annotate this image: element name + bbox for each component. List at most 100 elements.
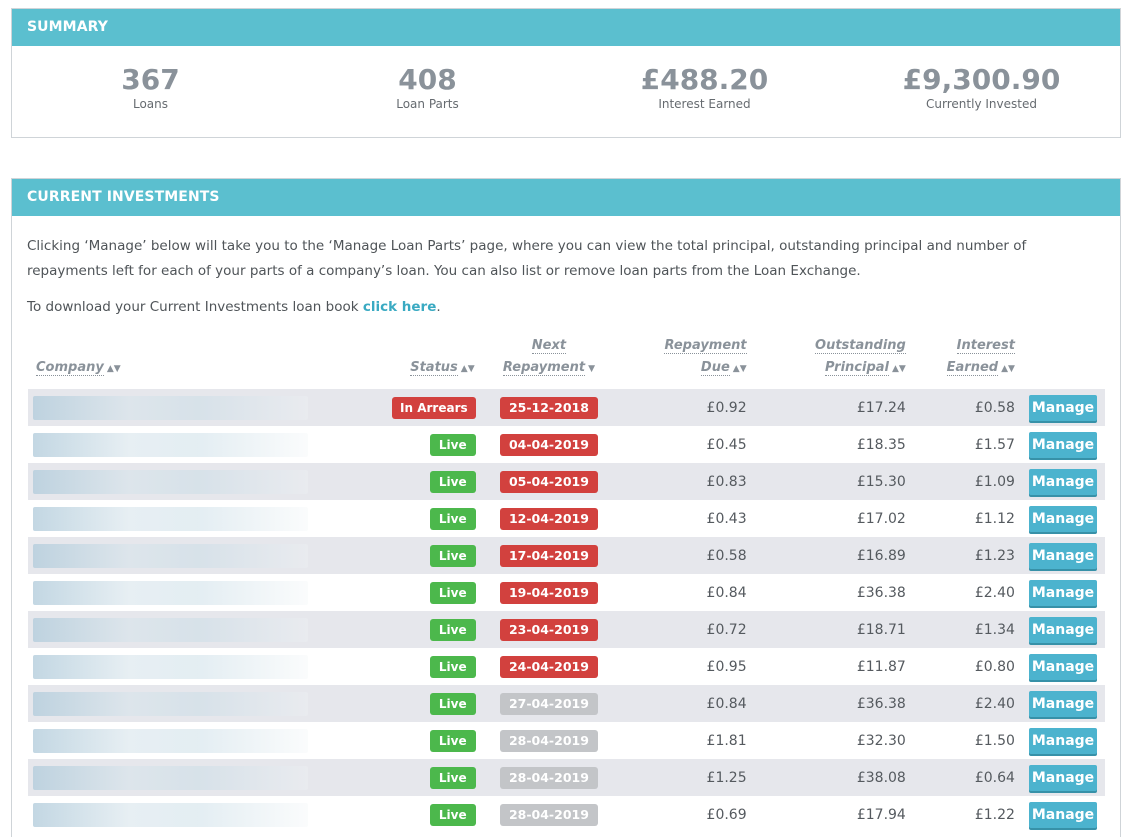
column-repayment-due[interactable]: Repayment Due ▲▼ bbox=[616, 335, 760, 389]
manage-button[interactable]: Manage bbox=[1029, 801, 1097, 828]
table-row: Live 19-04-2019 £0.84 £36.38 £2.40 Manage bbox=[28, 574, 1105, 611]
column-outstanding-principal[interactable]: Outstanding Principal ▲▼ bbox=[761, 335, 920, 389]
manage-cell: Manage bbox=[1028, 722, 1105, 759]
repayment-due-cell: £1.81 bbox=[616, 722, 761, 759]
manage-cell: Manage bbox=[1028, 463, 1105, 500]
repayment-due-cell: £0.58 bbox=[616, 537, 761, 574]
interest-earned-cell: £1.09 bbox=[919, 463, 1029, 500]
next-repayment-cell: 19-04-2019 bbox=[481, 574, 617, 611]
next-repayment-cell: 25-12-2018 bbox=[481, 389, 617, 426]
stat-interest-earned: £488.20 Interest Earned bbox=[566, 46, 843, 138]
sort-both-icon: ▲▼ bbox=[460, 364, 475, 374]
company-cell bbox=[28, 463, 311, 500]
outstanding-principal-cell: £36.38 bbox=[760, 574, 920, 611]
next-repayment-badge: 05-04-2019 bbox=[499, 470, 598, 493]
manage-button[interactable]: Manage bbox=[1029, 653, 1097, 680]
interest-earned-cell: £1.23 bbox=[919, 537, 1029, 574]
next-repayment-badge: 28-04-2019 bbox=[499, 766, 598, 789]
status-badge: Live bbox=[429, 544, 476, 567]
company-name-redacted bbox=[33, 432, 308, 457]
manage-button[interactable]: Manage bbox=[1029, 505, 1097, 532]
manage-button[interactable]: Manage bbox=[1029, 542, 1097, 569]
repayment-due-cell: £0.92 bbox=[616, 389, 761, 426]
next-repayment-badge: 19-04-2019 bbox=[499, 581, 598, 604]
company-cell bbox=[28, 500, 311, 537]
manage-button[interactable]: Manage bbox=[1029, 579, 1097, 606]
interest-earned-cell: £1.12 bbox=[919, 500, 1029, 537]
column-next-repayment[interactable]: Next Repayment ▼ bbox=[482, 335, 617, 389]
manage-button[interactable]: Manage bbox=[1029, 690, 1097, 717]
next-repayment-cell: 28-04-2019 bbox=[481, 759, 617, 796]
intro-paragraph: Clicking ‘Manage’ below will take you to… bbox=[27, 238, 1027, 279]
column-label: Next bbox=[531, 338, 567, 354]
interest-earned-cell: £0.64 bbox=[919, 759, 1029, 796]
column-status[interactable]: Status ▲▼ bbox=[311, 335, 482, 389]
column-company[interactable]: Company ▲▼ bbox=[28, 335, 311, 389]
download-loan-book-link[interactable]: click here bbox=[362, 299, 437, 315]
column-label: Repayment bbox=[664, 338, 747, 354]
next-repayment-cell: 05-04-2019 bbox=[481, 463, 617, 500]
outstanding-principal-cell: £32.30 bbox=[760, 722, 920, 759]
outstanding-principal-cell: £36.38 bbox=[760, 685, 920, 722]
interest-earned-cell: £1.50 bbox=[919, 722, 1029, 759]
status-cell: Live bbox=[310, 648, 482, 685]
table-row: Live 04-04-2019 £0.45 £18.35 £1.57 Manage bbox=[28, 426, 1105, 463]
summary-title: SUMMARY bbox=[12, 9, 1120, 46]
interest-earned-cell: £1.22 bbox=[919, 796, 1029, 833]
next-repayment-badge: 28-04-2019 bbox=[499, 729, 598, 752]
outstanding-principal-cell: £38.08 bbox=[760, 759, 920, 796]
repayment-due-cell: £0.84 bbox=[616, 685, 761, 722]
company-cell bbox=[28, 574, 311, 611]
status-cell: Live bbox=[310, 611, 482, 648]
table-row: Live 05-04-2019 £0.83 £15.30 £1.09 Manage bbox=[28, 463, 1105, 500]
table-row: Live 28-04-2019 £1.81 £32.30 £1.50 Manage bbox=[28, 722, 1105, 759]
column-label: Status bbox=[410, 360, 458, 376]
manage-button[interactable]: Manage bbox=[1029, 616, 1097, 643]
company-cell bbox=[28, 796, 311, 833]
stat-currently-invested: £9,300.90 Currently Invested bbox=[843, 46, 1120, 138]
stat-label: Interest Earned bbox=[658, 97, 751, 111]
manage-button[interactable]: Manage bbox=[1029, 431, 1097, 458]
stat-value: 408 bbox=[398, 63, 457, 96]
next-repayment-cell: 12-04-2019 bbox=[481, 500, 617, 537]
company-name-redacted bbox=[33, 506, 308, 531]
status-cell: Live bbox=[310, 722, 482, 759]
next-repayment-badge: 12-04-2019 bbox=[499, 507, 598, 530]
status-badge: Live bbox=[429, 729, 476, 752]
interest-earned-cell: £1.34 bbox=[919, 611, 1029, 648]
stat-loans: 367 Loans bbox=[12, 46, 289, 138]
repayment-due-cell: £0.95 bbox=[616, 648, 761, 685]
next-repayment-cell: 17-04-2019 bbox=[481, 537, 617, 574]
next-repayment-badge: 25-12-2018 bbox=[499, 396, 598, 419]
column-interest-earned[interactable]: Interest Earned ▲▼ bbox=[920, 335, 1029, 389]
company-name-redacted bbox=[33, 728, 308, 753]
manage-button[interactable]: Manage bbox=[1029, 394, 1097, 421]
column-label: Repayment bbox=[502, 360, 586, 376]
intro-text-block: Clicking ‘Manage’ below will take you to… bbox=[12, 216, 1120, 320]
status-cell: Live bbox=[310, 463, 482, 500]
next-repayment-cell: 28-04-2019 bbox=[481, 722, 617, 759]
sort-both-icon: ▲▼ bbox=[732, 364, 747, 374]
current-investments-panel: CURRENT INVESTMENTS Clicking ‘Manage’ be… bbox=[11, 178, 1121, 837]
status-cell: Live bbox=[310, 685, 482, 722]
company-cell bbox=[28, 611, 311, 648]
company-cell bbox=[28, 537, 311, 574]
manage-cell: Manage bbox=[1028, 389, 1105, 426]
download-paragraph: To download your Current Investments loa… bbox=[27, 295, 1105, 320]
stat-value: £488.20 bbox=[640, 63, 769, 96]
sort-both-icon: ▲▼ bbox=[892, 364, 906, 374]
table-row: Live 23-04-2019 £0.72 £18.71 £1.34 Manage bbox=[28, 611, 1105, 648]
status-badge: Live bbox=[429, 433, 476, 456]
column-label: Principal bbox=[825, 360, 889, 376]
sort-both-icon: ▲▼ bbox=[1001, 364, 1015, 374]
manage-cell: Manage bbox=[1028, 611, 1105, 648]
manage-button[interactable]: Manage bbox=[1029, 727, 1097, 754]
company-cell bbox=[28, 759, 311, 796]
status-badge: Live bbox=[429, 507, 476, 530]
status-badge: In Arrears bbox=[392, 396, 476, 419]
company-cell bbox=[28, 426, 311, 463]
manage-button[interactable]: Manage bbox=[1029, 764, 1097, 791]
manage-button[interactable]: Manage bbox=[1029, 468, 1097, 495]
table-row: Live 12-04-2019 £0.43 £17.02 £1.12 Manage bbox=[28, 500, 1105, 537]
outstanding-principal-cell: £17.24 bbox=[760, 389, 920, 426]
